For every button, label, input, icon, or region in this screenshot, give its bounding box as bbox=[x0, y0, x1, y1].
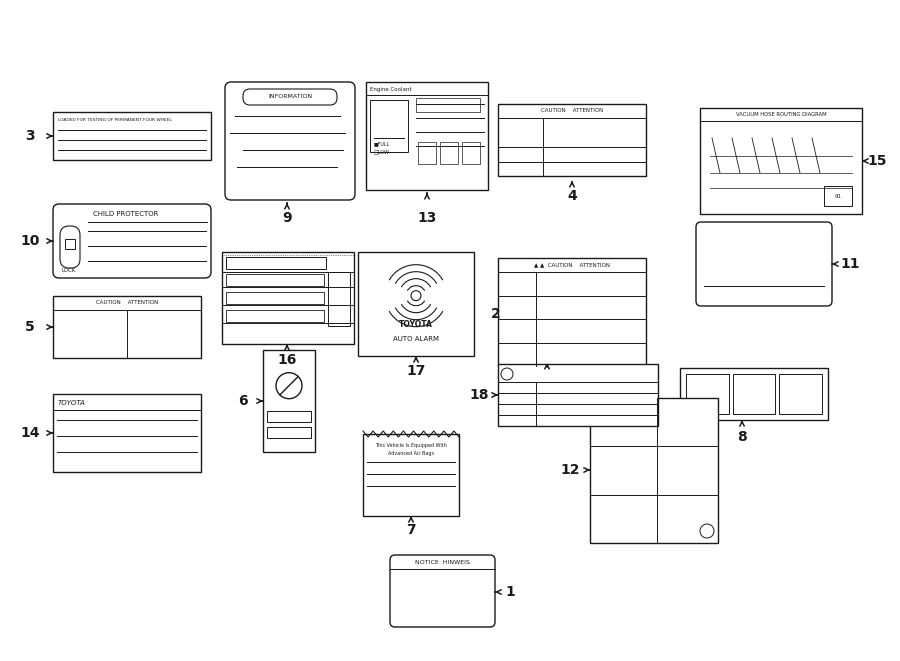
Text: Engine Coolant: Engine Coolant bbox=[370, 87, 411, 91]
Bar bbox=[222, 252, 354, 344]
Text: □LOW: □LOW bbox=[374, 149, 390, 155]
Bar bbox=[65, 239, 75, 249]
Bar bbox=[226, 310, 324, 322]
Bar bbox=[328, 272, 350, 326]
Bar bbox=[53, 112, 211, 160]
Bar bbox=[263, 350, 315, 452]
Bar bbox=[370, 100, 408, 152]
Text: 10: 10 bbox=[21, 234, 40, 248]
Bar bbox=[226, 257, 326, 269]
Text: This Vehicle Is Equipped With: This Vehicle Is Equipped With bbox=[375, 442, 447, 447]
Text: 11: 11 bbox=[841, 257, 859, 271]
Text: VACUUM HOSE ROUTING DIAGRAM: VACUUM HOSE ROUTING DIAGRAM bbox=[735, 112, 826, 118]
Text: 15: 15 bbox=[868, 154, 886, 168]
Text: TOYOTA: TOYOTA bbox=[58, 400, 86, 406]
Bar bbox=[462, 142, 480, 164]
Text: AUTO ALARM: AUTO ALARM bbox=[393, 336, 439, 342]
Text: LOCK: LOCK bbox=[62, 268, 77, 274]
FancyBboxPatch shape bbox=[243, 89, 337, 105]
Text: 13: 13 bbox=[418, 211, 436, 225]
Text: 9: 9 bbox=[283, 211, 292, 225]
Bar bbox=[686, 374, 729, 414]
Text: 17: 17 bbox=[406, 364, 426, 378]
Text: ■FULL: ■FULL bbox=[374, 141, 391, 147]
Bar bbox=[226, 274, 324, 286]
Bar bbox=[226, 292, 324, 304]
Text: CHILD PROTECTOR: CHILD PROTECTOR bbox=[93, 211, 158, 217]
Bar bbox=[267, 427, 311, 438]
Bar bbox=[267, 411, 311, 422]
Bar bbox=[680, 368, 828, 420]
FancyBboxPatch shape bbox=[53, 204, 211, 278]
Bar bbox=[700, 108, 862, 214]
Text: 12: 12 bbox=[560, 463, 580, 477]
Text: 4: 4 bbox=[567, 189, 577, 203]
Text: INFORMATION: INFORMATION bbox=[268, 95, 312, 100]
Text: 18: 18 bbox=[469, 388, 489, 402]
Text: LOADED FOR TESTING OF PERMANENT FOUR WHEEL: LOADED FOR TESTING OF PERMANENT FOUR WHE… bbox=[58, 118, 172, 122]
Text: 3: 3 bbox=[25, 129, 35, 143]
Text: 8: 8 bbox=[737, 430, 747, 444]
Text: CAUTION    ATTENTION: CAUTION ATTENTION bbox=[541, 108, 603, 114]
Text: Advanced Air Bags: Advanced Air Bags bbox=[388, 451, 434, 457]
Bar bbox=[590, 398, 718, 543]
Bar bbox=[779, 374, 822, 414]
Bar bbox=[498, 104, 646, 176]
Text: 1: 1 bbox=[505, 585, 515, 599]
Bar bbox=[418, 142, 436, 164]
FancyBboxPatch shape bbox=[390, 555, 495, 627]
Text: 2: 2 bbox=[491, 307, 501, 321]
Bar bbox=[53, 394, 201, 472]
Bar bbox=[824, 186, 852, 206]
FancyBboxPatch shape bbox=[60, 226, 80, 268]
Bar bbox=[498, 258, 646, 366]
Text: CAUTION    ATTENTION: CAUTION ATTENTION bbox=[96, 301, 158, 305]
Text: 91: 91 bbox=[834, 194, 842, 198]
Text: 14: 14 bbox=[20, 426, 40, 440]
Bar bbox=[440, 142, 458, 164]
FancyBboxPatch shape bbox=[696, 222, 832, 306]
Text: TOYOTA: TOYOTA bbox=[399, 321, 433, 329]
Bar bbox=[416, 98, 480, 112]
Text: ▲ ▲  CAUTION    ATTENTION: ▲ ▲ CAUTION ATTENTION bbox=[534, 262, 610, 268]
Text: 5: 5 bbox=[25, 320, 35, 334]
Text: 16: 16 bbox=[277, 353, 297, 367]
Bar bbox=[53, 296, 201, 358]
Text: 6: 6 bbox=[238, 394, 248, 408]
Bar bbox=[358, 252, 474, 356]
FancyBboxPatch shape bbox=[225, 82, 355, 200]
Bar bbox=[366, 82, 488, 190]
Text: 7: 7 bbox=[406, 523, 416, 537]
Bar bbox=[498, 364, 658, 426]
Bar bbox=[733, 374, 775, 414]
Bar bbox=[363, 434, 459, 516]
Text: NOTICE  HINWEIS: NOTICE HINWEIS bbox=[415, 559, 470, 564]
